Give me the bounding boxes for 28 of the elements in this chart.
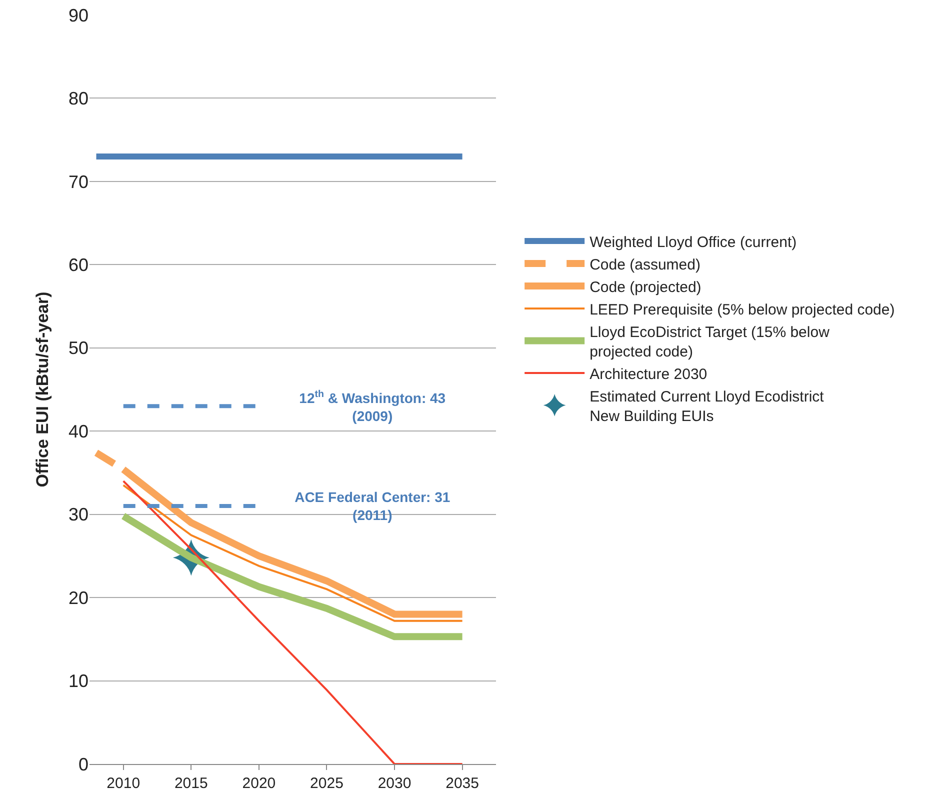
legend-label: Code (projected) (590, 278, 702, 296)
x-tick-label: 2010 (106, 775, 140, 792)
legend-label: LEED Prerequisite (5% below projected code) (590, 301, 895, 318)
legend-label: Architecture 2030 (590, 366, 708, 383)
legend-label: Lloyd EcoDistrict Target (15% below projected code) (590, 324, 830, 360)
annotation: 12$^{th}$ & Washington: 43 (2009) (299, 389, 446, 424)
y-tick-label: 60 (68, 254, 88, 275)
y-tick-label: 0 (78, 754, 88, 774)
x-tick-label: 2030 (378, 775, 412, 792)
y-tick-label: 20 (68, 588, 88, 608)
line-series (122, 484, 464, 622)
x-tick-label: 2025 (310, 775, 344, 792)
annotation: ACE Federal Center: 31 (2011) (294, 489, 450, 524)
legend-label: Estimated Current Lloyd Ecodistrict New Building EUIs (590, 388, 825, 425)
x-tick-label: 2035 (446, 775, 479, 792)
y-axis-title: Office EUI (kBtu/sf-year) (32, 292, 52, 488)
y-tick-label: 50 (68, 338, 88, 358)
y-tick-label: 30 (68, 504, 88, 525)
y-tick-label: 80 (68, 88, 88, 109)
x-tick-label: 2020 (242, 775, 276, 792)
line-series (122, 480, 464, 764)
legend-label: Code (assumed) (590, 256, 700, 274)
y-tick-label: 10 (68, 671, 88, 692)
y-tick-label: 90 (68, 5, 88, 26)
legend-label: Weighted Lloyd Office (current) (590, 234, 797, 251)
y-tick-label: 70 (68, 172, 88, 192)
x-tick-label: 2015 (174, 775, 208, 792)
y-tick-label: 40 (68, 421, 88, 442)
